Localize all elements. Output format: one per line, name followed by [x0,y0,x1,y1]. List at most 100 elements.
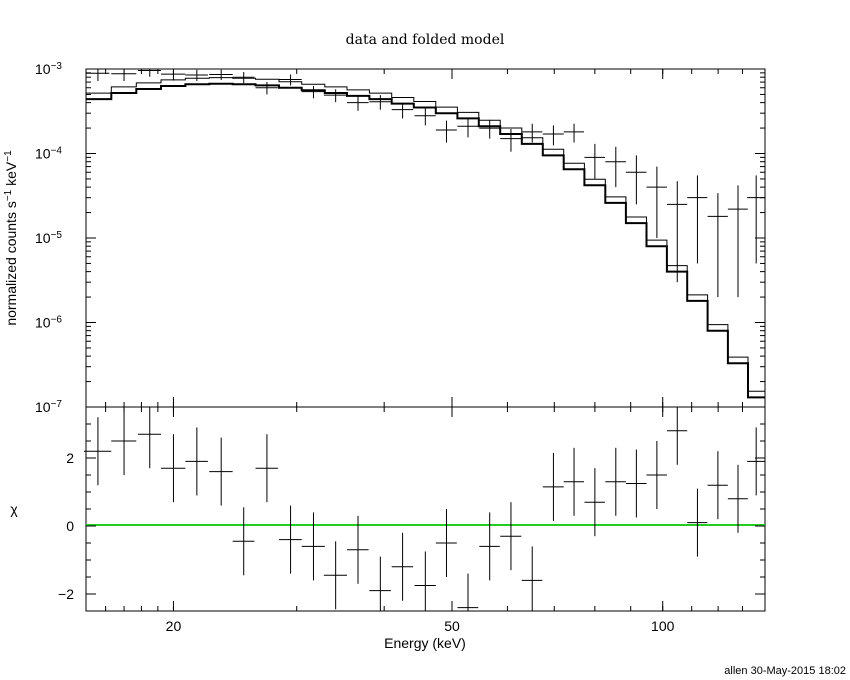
residual-point [255,434,278,503]
data-point [347,95,369,111]
model-step-line [86,82,765,399]
data-point [479,119,500,139]
data-point [542,125,564,146]
upper-y-tick-exponent: −3 [51,61,63,72]
residual-point [391,532,414,601]
data-point [111,69,137,82]
data-point [138,69,162,77]
x-tick-label: 50 [444,618,460,634]
upper-y-axis-label-superscript: −1 [3,189,14,201]
model-histogram [86,77,765,399]
upper-y-tick-exponent: −5 [51,230,63,241]
residual-point [542,452,564,521]
upper-y-tick-exponent: −7 [51,399,63,410]
x-tick-label: 100 [651,618,675,634]
x-tick-labels: 20 50 100 [166,618,675,634]
lower-axis-ticks [85,407,766,611]
data-point [666,181,688,283]
data-point [185,69,208,82]
data-point [625,155,647,205]
data-point [646,166,667,238]
residual-point [232,507,255,576]
upper-y-tick-base: 10 [35,61,51,77]
residual-point [584,468,605,537]
upper-y-tick-label: 10−6 [35,314,62,331]
data-point [232,72,255,84]
upper-y-tick-label: 10−4 [35,145,62,162]
data-point [747,175,765,264]
residual-point [687,488,708,557]
residual-point [521,546,543,611]
residual-point [161,434,186,503]
residual-point [435,509,457,577]
upper-y-tick-label: 10−5 [35,230,62,247]
residual-point [605,447,626,516]
data-point [161,69,186,81]
residual-point [666,407,688,465]
upper-y-tick-exponent: −4 [51,145,63,156]
residual-point [323,541,348,610]
lower-y-axis-label: χ [10,501,18,517]
footer-stamp: allen 30-May-2015 18:02 [724,665,846,677]
residual-point [369,556,391,611]
data-point [435,120,457,143]
lower-y-tick-label: −2 [58,586,74,602]
data-point [727,185,748,298]
data-point [209,69,233,81]
data-point [500,128,522,152]
residual-point [747,427,765,496]
residual-point [347,515,369,584]
data-points [86,69,765,298]
residual-point [111,407,137,475]
data-point [563,123,585,143]
data-point [521,123,543,143]
residual-point [727,464,748,533]
residual-point [479,512,500,581]
lower-y-tick-label: 2 [66,450,74,466]
lower-panel: 20−2 20 50 100 χ Energy (keV) [10,406,766,651]
data-point [584,143,605,179]
x-tick-label: 20 [166,618,182,634]
data-point [414,108,436,126]
residual-point [625,449,647,518]
residual-point [278,505,302,574]
residual-point [646,441,667,509]
model-step-line-secondary [86,77,765,392]
chart-title: data and folded model [346,32,505,48]
data-point [687,175,708,264]
upper-y-tick-base: 10 [35,399,51,415]
residual-point [83,417,112,486]
residual-points [83,407,765,611]
data-point [323,89,348,103]
upper-y-tick-labels: 10−310−410−510−610−7 [35,61,62,416]
residual-point [707,451,728,520]
upper-y-tick-base: 10 [35,146,51,162]
data-point [605,146,626,188]
upper-y-tick-base: 10 [35,315,51,331]
upper-y-tick-label: 10−3 [35,61,62,78]
lower-y-tick-label: 0 [66,518,74,534]
upper-y-axis-label-part: normalized counts s [3,201,19,326]
upper-y-axis-label-text: normalized counts s−1 keV−1 [3,150,20,326]
residual-point [209,437,233,506]
data-point [457,117,479,138]
x-axis-label: Energy (keV) [384,635,466,651]
data-point [301,85,325,99]
data-point [707,193,728,298]
residual-point [500,502,522,571]
residual-point [457,573,479,611]
residual-point [414,551,436,611]
data-point [278,74,302,86]
lower-y-tick-labels: 2 0 −2 [58,450,74,602]
residual-point [563,447,585,516]
upper-panel: 10−310−410−510−610−7 normalized counts s… [3,61,766,416]
upper-y-axis-label-part: keV [3,161,19,190]
data-point [86,69,110,82]
upper-y-tick-label: 10−7 [35,399,62,416]
data-point [255,82,278,95]
residual-point [185,427,208,496]
upper-y-axis-label: normalized counts s−1 keV−1 [3,150,20,326]
residual-point [138,407,162,469]
residual-point [301,512,325,581]
